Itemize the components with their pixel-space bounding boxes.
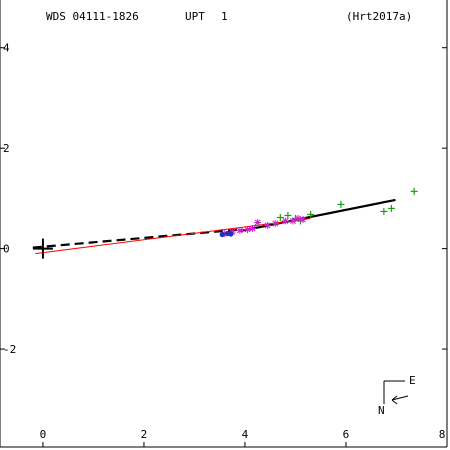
observation-dot [219, 231, 225, 238]
x-tick-label: 8 [439, 428, 446, 441]
observation-plus [307, 210, 315, 218]
x-tick-label: 2 [141, 428, 148, 441]
x-tick-label: 4 [242, 428, 249, 441]
compass-rose: E N [378, 374, 416, 417]
observation-points [219, 187, 418, 238]
observation-asterisk [249, 225, 257, 233]
observation-asterisk [281, 217, 289, 225]
orbit-line-solid-thick [239, 198, 396, 233]
observation-asterisk [264, 222, 272, 230]
orbit-line-dashed [32, 228, 241, 249]
observation-plus [380, 207, 388, 215]
disc-code-label: UPT [185, 10, 205, 23]
pair-label: 1 [221, 10, 228, 23]
y-tick-label: 2 [3, 142, 10, 155]
observation-plus [276, 213, 284, 221]
wds-id-label: WDS 04111-1826 [46, 10, 139, 23]
observation-asterisk [289, 217, 297, 225]
orbit-lines [32, 198, 396, 255]
reference-label: (Hrt2017a) [346, 10, 412, 23]
y-tick-label: 4 [3, 42, 10, 55]
axis-tick-labels: 0 2 4 6 8 -2 0 2 4 [3, 42, 445, 441]
orbit-line-solid-thin [35, 217, 311, 255]
compass-east-label: E [409, 374, 416, 387]
observation-plus [284, 211, 292, 219]
x-tick-label: 0 [40, 428, 47, 441]
compass-north-label: N [378, 404, 385, 417]
observation-asterisk [271, 220, 279, 227]
observation-plus [410, 187, 418, 195]
y-tick-label: -2 [3, 343, 16, 356]
primary-star-marker [32, 238, 53, 259]
motion-arrow-icon [391, 395, 409, 405]
observation-asterisk [243, 226, 251, 234]
observation-asterisk [236, 227, 244, 235]
observation-plus [387, 204, 395, 212]
y-tick-label: 0 [3, 243, 10, 256]
observation-asterisk [294, 214, 302, 222]
axis-ticks [0, 47, 448, 447]
observation-dot [228, 231, 234, 237]
observation-plus [337, 200, 345, 208]
observation-asterisk [299, 215, 307, 223]
x-tick-label: 6 [343, 428, 350, 441]
observation-asterisk [254, 218, 262, 226]
